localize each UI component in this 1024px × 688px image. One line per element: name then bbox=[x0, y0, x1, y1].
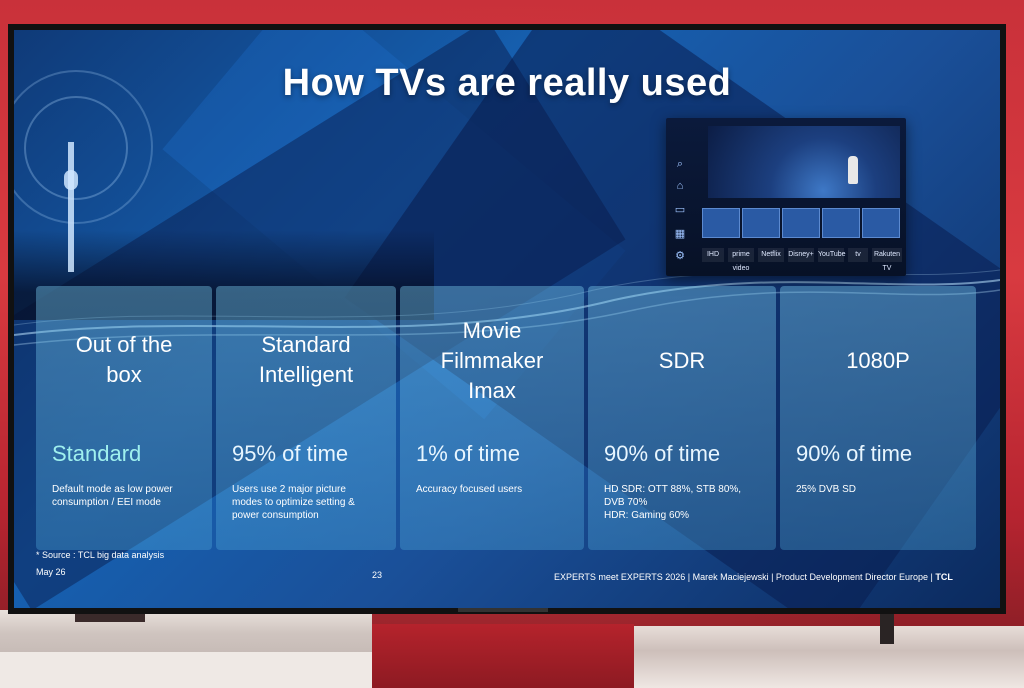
card-description-line: 25% DVB SD bbox=[796, 484, 857, 495]
card-value: 90% of time bbox=[796, 441, 913, 466]
tv-tower-top-icon bbox=[64, 170, 78, 190]
card-standard-intelligent: Standard Intelligent 95% of time Users u… bbox=[216, 286, 396, 550]
search-icon: ⌕ bbox=[676, 158, 684, 170]
screen-icon: ▭ bbox=[674, 204, 686, 216]
mini-tile bbox=[782, 208, 820, 238]
card-description-line: Accuracy focused users bbox=[416, 484, 523, 495]
shelf-middle bbox=[372, 624, 634, 688]
mini-sidebar: ⌕ ⌂ ▭ ▦ ⚙ bbox=[666, 118, 696, 276]
wave-line-1 bbox=[14, 279, 1000, 336]
mini-tile bbox=[702, 208, 740, 238]
signal-rings-icon bbox=[14, 70, 153, 224]
tv-tower-icon bbox=[68, 142, 74, 272]
card-heading-line: 1080P bbox=[846, 348, 910, 373]
mini-tile bbox=[822, 208, 860, 238]
tv-stand-right bbox=[880, 604, 894, 644]
card-description: Accuracy focused users bbox=[416, 483, 576, 496]
card-description-line: modes to optimize setting & bbox=[232, 497, 355, 508]
settings-icon: ⚙ bbox=[675, 250, 685, 262]
apps-icon: ▦ bbox=[674, 228, 686, 240]
card-description-line: power consumption bbox=[232, 510, 319, 521]
shelf-left-front bbox=[0, 652, 372, 688]
card-description-line: Users use 2 major picture bbox=[232, 484, 346, 495]
slide-title: How TVs are really used bbox=[282, 62, 732, 104]
card-description: Default mode as low power consumption / … bbox=[52, 483, 212, 509]
mini-hero-banner bbox=[708, 126, 900, 198]
card-heading-line: Standard bbox=[261, 332, 351, 357]
city-skyline bbox=[14, 230, 434, 320]
tv-soundbar bbox=[458, 607, 548, 612]
app-ihd: IHD bbox=[702, 248, 724, 262]
mini-app-row: IHD prime video Netflix Disney+ YouTube … bbox=[702, 248, 902, 272]
card-sdr: SDR 90% of time HD SDR: OTT 88%, STB 80%… bbox=[588, 286, 776, 550]
app-netflix: Netflix bbox=[758, 248, 784, 262]
card-description-line: Default mode as low power bbox=[52, 484, 173, 495]
card-out-of-the-box: Out of the box Standard Default mode as … bbox=[36, 286, 212, 550]
app-apple-tv: tv bbox=[848, 248, 868, 262]
home-icon: ⌂ bbox=[676, 180, 684, 192]
page-number: 23 bbox=[372, 570, 383, 580]
tv-screen: How TVs are really used ⌕ ⌂ ▭ ▦ ⚙ IHD pr… bbox=[14, 30, 1000, 608]
card-heading-line: Out of the bbox=[75, 332, 173, 357]
source-note: * Source : TCL big data analysis bbox=[36, 550, 165, 560]
wave-line-2 bbox=[14, 289, 1000, 346]
card-description: Users use 2 major picture modes to optim… bbox=[232, 483, 392, 522]
presenter-credit: EXPERTS meet EXPERTS 2026 | Marek Maciej… bbox=[554, 572, 953, 582]
card-description: HD SDR: OTT 88%, STB 80%, DVB 70% HDR: G… bbox=[604, 483, 764, 522]
app-rakuten: Rakuten TV bbox=[872, 248, 902, 272]
card-heading-line: Intelligent bbox=[258, 362, 354, 387]
card-movie-filmmaker-imax: Movie Filmmaker Imax 1% of time Accuracy… bbox=[400, 286, 584, 550]
credit-text: EXPERTS meet EXPERTS 2026 | Marek Maciej… bbox=[554, 572, 933, 582]
tv-home-interface: ⌕ ⌂ ▭ ▦ ⚙ IHD prime video Netflix Disney… bbox=[666, 118, 906, 276]
card-heading-line: Movie bbox=[462, 318, 522, 343]
shelf-right bbox=[634, 626, 1024, 688]
card-description-line: HDR: Gaming 60% bbox=[604, 510, 690, 521]
card-description-line: HD SDR: OTT 88%, STB 80%, bbox=[604, 484, 742, 495]
app-youtube: YouTube bbox=[818, 248, 846, 262]
card-value: 1% of time bbox=[416, 441, 520, 466]
card-1080p: 1080P 90% of time 25% DVB SD bbox=[780, 286, 976, 550]
card-value: Standard bbox=[52, 441, 142, 466]
card-description-line: consumption / EEI mode bbox=[52, 497, 161, 508]
card-value: 95% of time bbox=[232, 441, 349, 466]
card-heading-line: box bbox=[106, 362, 142, 387]
mini-tile bbox=[742, 208, 780, 238]
mini-tile bbox=[862, 208, 900, 238]
astronaut-figure bbox=[848, 156, 858, 184]
card-heading-line: Filmmaker bbox=[440, 348, 544, 373]
card-description-line: DVB 70% bbox=[604, 497, 648, 508]
tcl-logo: TCL bbox=[935, 572, 953, 582]
mini-content-row bbox=[702, 208, 902, 238]
card-description: 25% DVB SD bbox=[796, 483, 956, 496]
app-prime-video: prime video bbox=[728, 248, 754, 272]
card-heading-line: SDR bbox=[658, 348, 706, 373]
card-value: 90% of time bbox=[604, 441, 721, 466]
slide-date: May 26 bbox=[36, 567, 66, 577]
app-disney: Disney+ bbox=[788, 248, 814, 262]
signal-rings-inner-icon bbox=[24, 96, 128, 200]
card-heading-line: Imax bbox=[468, 378, 516, 403]
